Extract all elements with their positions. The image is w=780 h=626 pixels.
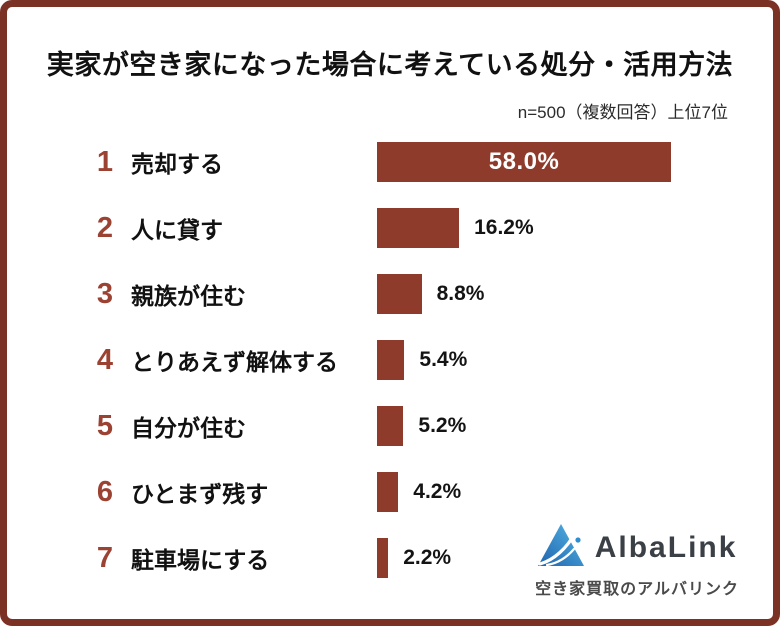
table-row: 5 自分が住む 5.2%	[7, 393, 773, 459]
bar-area: 8.8%	[377, 261, 773, 327]
rank-number: 2	[96, 211, 114, 244]
category-label: 人に貸す	[131, 217, 223, 243]
value-label: 58.0%	[488, 148, 560, 175]
category-label: ひとまず残す	[131, 481, 269, 507]
bar-area: 5.2%	[377, 393, 773, 459]
rank-number: 4	[96, 343, 114, 376]
albalink-logo: AlbaLink 空き家買取のアルバリンク	[535, 523, 739, 599]
value-label: 4.2%	[413, 480, 462, 503]
logo-tagline: 空き家買取のアルバリンク	[535, 581, 739, 598]
value-label: 5.2%	[418, 414, 467, 437]
rank-number: 7	[96, 541, 114, 574]
category-label: 駐車場にする	[131, 547, 270, 573]
bar-segment	[377, 274, 422, 314]
bar-segment	[377, 472, 399, 512]
logo-wordmark: AlbaLink	[594, 530, 738, 564]
table-row: 7 駐車場にする 2.2%	[7, 525, 773, 591]
bar-area: 4.2%	[377, 459, 773, 525]
bar-segment	[377, 208, 460, 248]
table-row: 3 親族が住む 8.8%	[7, 261, 773, 327]
bar-segment	[377, 406, 404, 446]
bar-segment	[377, 538, 389, 578]
bar-area: 2.2%	[377, 525, 773, 591]
rank-number: 5	[96, 409, 114, 442]
bar-segment	[377, 340, 405, 380]
bar-area: 16.2%	[377, 195, 773, 261]
bar-segment: 58.0%	[377, 142, 672, 182]
chart-title: 実家が空き家になった場合に考えている処分・活用方法	[46, 50, 734, 80]
rank-number: 1	[96, 145, 114, 178]
value-label: 5.4%	[419, 348, 468, 371]
category-label: とりあえず解体する	[131, 349, 338, 375]
rank-number: 6	[96, 475, 114, 508]
bar-area: 58.0%	[377, 129, 773, 195]
table-row: 6 ひとまず残す 4.2%	[7, 459, 773, 525]
rank-number: 3	[96, 277, 114, 310]
category-label: 自分が住む	[131, 415, 246, 441]
value-label: 2.2%	[403, 546, 452, 569]
value-label: 8.8%	[436, 282, 485, 305]
table-row: 2 人に貸す 16.2%	[7, 195, 773, 261]
category-label: 親族が住む	[131, 283, 246, 309]
table-row: 4 とりあえず解体する 5.4%	[7, 327, 773, 393]
bar-area: 5.4%	[377, 327, 773, 393]
table-row: 1 売却する 58.0%	[7, 129, 773, 195]
value-label: 16.2%	[474, 216, 534, 239]
albalink-triangle-icon	[537, 523, 585, 572]
sample-size-note: n=500（複数回答）上位7位	[517, 103, 728, 122]
bar-chart: 1 売却する 58.0% 2 人に貸す 16.2% 3 親族が住む 8.8%	[7, 129, 773, 591]
category-label: 売却する	[131, 151, 223, 177]
